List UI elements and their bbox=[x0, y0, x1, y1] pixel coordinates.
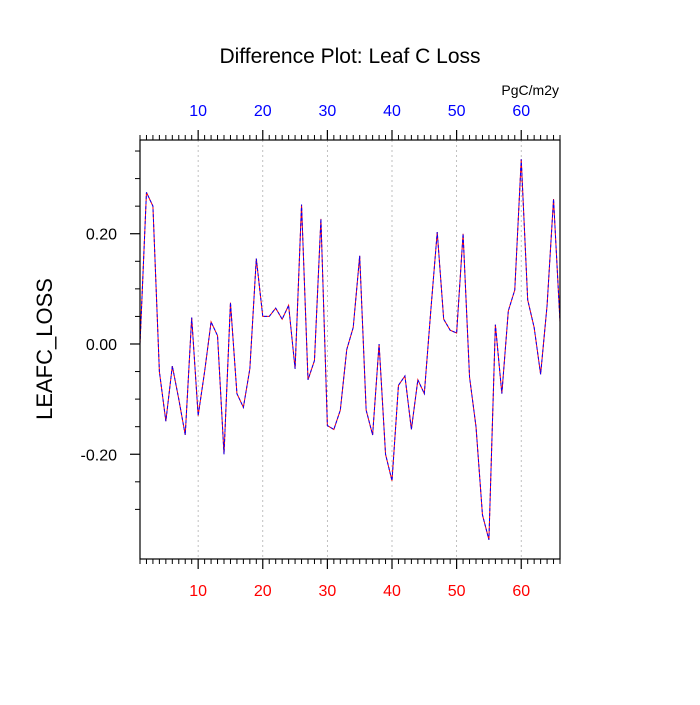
x-tick-label-bottom: 30 bbox=[318, 583, 336, 600]
units-label: PgC/m2y bbox=[501, 82, 559, 98]
x-tick-label-top: 60 bbox=[512, 103, 530, 120]
x-tick-label-bottom: 60 bbox=[512, 583, 530, 600]
x-tick-label-top: 40 bbox=[383, 103, 401, 120]
chart-title: Difference Plot: Leaf C Loss bbox=[219, 45, 480, 68]
y-tick-label: 0.20 bbox=[86, 227, 117, 244]
x-tick-label-bottom: 40 bbox=[383, 583, 401, 600]
x-tick-label-top: 10 bbox=[189, 103, 207, 120]
x-tick-label-top: 50 bbox=[448, 103, 466, 120]
series-line-overlay bbox=[139, 159, 561, 540]
x-tick-label-top: 20 bbox=[254, 103, 272, 120]
x-tick-label-bottom: 10 bbox=[189, 583, 207, 600]
y-axis-label: LEAFC_LOSS bbox=[32, 278, 57, 420]
x-tick-label-bottom: 20 bbox=[254, 583, 272, 600]
x-tick-label-bottom: 50 bbox=[448, 583, 466, 600]
plot-frame bbox=[139, 139, 561, 560]
axes: 10 10 20 20 30 30 40 40 50 50 60 60 -0.20 0.00 0.20 bbox=[81, 103, 561, 600]
y-tick-label: -0.20 bbox=[81, 447, 118, 464]
y-tick-label: 0.00 bbox=[86, 337, 117, 354]
series-lines bbox=[139, 159, 561, 540]
x-tick-label-top: 30 bbox=[318, 103, 336, 120]
